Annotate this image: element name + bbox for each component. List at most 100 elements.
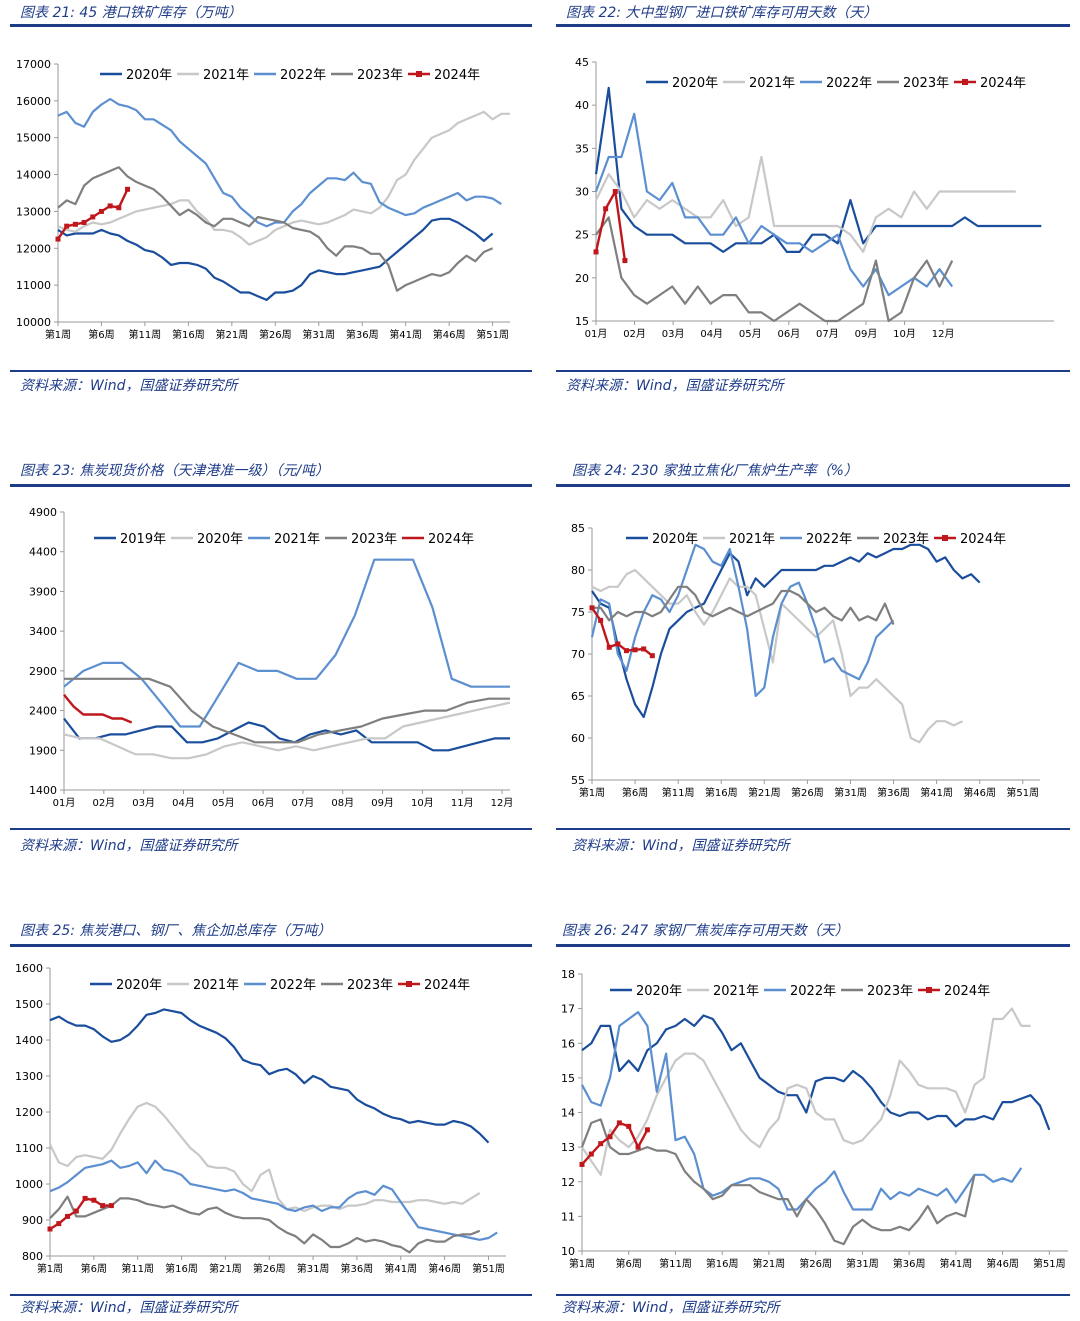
series-point-2024年	[598, 1141, 604, 1147]
x-tick-label: 第11周	[662, 786, 695, 799]
x-tick-label: 第31周	[302, 328, 335, 341]
y-tick-label: 16	[561, 1037, 575, 1050]
series-point-2024年	[635, 1144, 641, 1150]
series-point-2024年	[649, 653, 655, 659]
chart-title: 图表 25: 焦炭港口、钢厂、焦企加总库存（万吨）	[20, 923, 332, 939]
legend-label: 2020年	[672, 76, 718, 91]
x-tick-label: 第31周	[846, 1257, 879, 1270]
series-point-2024年	[108, 1203, 114, 1209]
legend-marker	[926, 987, 932, 993]
legend-label: 2022年	[280, 68, 326, 83]
x-tick-label: 第41周	[939, 1257, 972, 1270]
series-line-2022年	[57, 97, 502, 228]
legend-marker	[942, 535, 948, 541]
series-point-2024年	[65, 1213, 71, 1219]
legend-label: 2022年	[806, 532, 852, 547]
x-tick-label: 第41周	[920, 786, 953, 799]
source-rule	[10, 828, 532, 830]
title-rule	[10, 484, 532, 487]
y-tick-label: 15	[561, 1072, 575, 1085]
series-point-2024年	[82, 1195, 88, 1201]
source-rule	[556, 828, 1070, 830]
y-tick-label: 16000	[16, 95, 51, 108]
legend-label: 2021年	[193, 978, 239, 993]
chart-svg: 10000 11000 12000 13000 14000 15000 16000 17000…	[16, 58, 510, 341]
x-tick-label: 第21周	[753, 1257, 786, 1270]
y-tick-label: 15000	[16, 132, 51, 145]
series-line-2023年	[592, 585, 895, 626]
x-tick-label: 03月	[662, 328, 685, 340]
y-tick-label: 1100	[15, 1142, 43, 1155]
series-point-2024年	[644, 1127, 650, 1133]
x-tick-label: 第31周	[834, 786, 867, 799]
series-point-2024年	[615, 641, 621, 647]
source-rule	[10, 370, 532, 372]
y-tick-label: 1600	[15, 962, 43, 975]
legend-marker	[962, 79, 968, 85]
chart-panel-c24: 图表 24: 230 家独立焦化厂焦炉生产率（%） 55 60 65 70 75 80 85…	[556, 458, 1070, 858]
x-tick-label: 04月	[172, 797, 195, 809]
x-tick-label: 第41周	[384, 1262, 417, 1275]
legend-label: 2021年	[203, 68, 249, 83]
x-tick-label: 第51周	[472, 1262, 505, 1275]
x-tick-label: 06月	[252, 797, 275, 809]
y-tick-label: 1400	[29, 784, 57, 797]
legend-label: 2024年	[980, 76, 1026, 91]
y-tick-label: 14	[561, 1107, 575, 1120]
chart-title: 图表 24: 230 家独立焦化厂焦炉生产率（%）	[572, 463, 858, 479]
x-tick-label: 09月	[371, 797, 394, 809]
x-tick-label: 第46周	[963, 786, 996, 799]
chart-title: 图表 23: 焦炭现货价格（天津港准一级）（元/吨）	[20, 463, 330, 479]
legend-label: 2023年	[357, 68, 403, 83]
legend-label: 2020年	[116, 978, 162, 993]
legend-label: 2021年	[274, 532, 320, 547]
chart-svg: 800 900 1000 1100 1200 1300 1400 1500 1600 第1周 第6周…	[15, 962, 506, 1275]
series-point-2024年	[589, 605, 595, 611]
series-point-2024年	[603, 206, 609, 212]
legend-label: 2020年	[197, 532, 243, 547]
series-point-2024年	[598, 617, 604, 623]
x-tick-label: 12月	[932, 328, 955, 340]
chart-panel-c23: 图表 23: 焦炭现货价格（天津港准一级）（元/吨） 1400 1900 2400 2…	[10, 458, 532, 858]
legend-label: 2020年	[652, 532, 698, 547]
legend-label: 2021年	[749, 76, 795, 91]
x-tick-label: 第16周	[705, 786, 738, 799]
x-tick-label: 第51周	[1006, 786, 1039, 799]
series-line-2022年	[581, 1010, 1023, 1211]
y-tick-label: 14000	[16, 169, 51, 182]
series-line-2021年	[63, 558, 510, 728]
x-tick-label: 11月	[451, 797, 474, 809]
legend-label: 2024年	[434, 68, 480, 83]
series-point-2024年	[100, 1203, 106, 1209]
y-tick-label: 10000	[16, 316, 51, 329]
x-tick-label: 第11周	[659, 1257, 692, 1270]
chart-panel-c26: 图表 26: 247 家钢厂焦炭库存可用天数（天） 10 11 12 13 14 15 16…	[556, 918, 1070, 1318]
y-tick-label: 17000	[16, 58, 51, 71]
y-tick-label: 40	[575, 99, 589, 112]
series-point-2024年	[116, 205, 122, 211]
y-tick-label: 18	[561, 968, 575, 981]
y-tick-label: 75	[571, 606, 585, 619]
y-tick-label: 60	[571, 732, 585, 745]
series-line-2023年	[49, 1195, 481, 1254]
series-line-2023年	[580, 1118, 976, 1246]
y-tick-label: 1400	[15, 1034, 43, 1047]
source-rule	[556, 370, 1070, 372]
title-rule	[556, 944, 1070, 947]
x-tick-label: 第26周	[799, 1257, 832, 1270]
legend-marker	[416, 71, 422, 77]
y-tick-label: 4900	[29, 506, 57, 519]
series-line-2022年	[594, 112, 954, 297]
series-point-2024年	[90, 214, 96, 220]
series-line-2024年	[57, 188, 129, 240]
x-tick-label: 第1周	[45, 328, 71, 341]
y-tick-label: 45	[575, 56, 589, 69]
series-point-2024年	[606, 644, 612, 650]
x-tick-label: 第21周	[209, 1262, 242, 1275]
x-tick-label: 10月	[893, 328, 916, 340]
y-tick-label: 11	[561, 1210, 575, 1223]
series-line-2023年	[57, 166, 494, 292]
x-tick-label: 03月	[132, 797, 155, 809]
series-point-2024年	[641, 646, 647, 652]
series-point-2024年	[626, 1123, 632, 1129]
